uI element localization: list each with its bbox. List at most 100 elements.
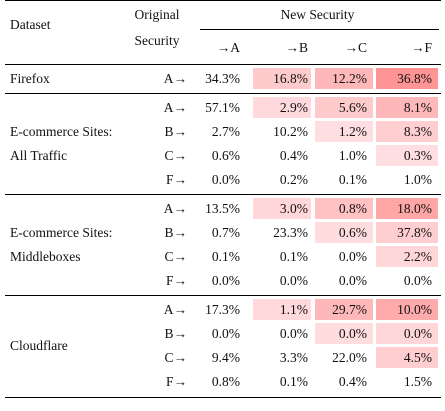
table-cell-value: 10.0% (397, 302, 432, 317)
table-cell-value: 12.2% (332, 71, 367, 86)
table-cell-value: 18.0% (397, 201, 432, 216)
table-cell-value: 34.3% (205, 71, 240, 86)
table-cell-value: 2.9% (279, 100, 308, 115)
table-cell-value: 3.0% (279, 201, 308, 216)
table-cell-value: 1.0% (403, 172, 432, 187)
table-cell-value: 4.5% (403, 350, 432, 365)
table-cell-value: 0.6% (338, 225, 367, 240)
table-cell-value: 0.1% (338, 172, 367, 187)
heat-cell-bg (376, 121, 438, 142)
original-security-label: B→ (164, 225, 187, 240)
group-rule (5, 64, 441, 65)
table-cell-value: 10.2% (273, 124, 308, 139)
original-security-label: B→ (164, 326, 187, 341)
table-cell-value: 8.1% (403, 100, 432, 115)
heat-cell-bg (315, 198, 373, 219)
group-rule (5, 295, 441, 296)
table-cell-value: 8.3% (403, 124, 432, 139)
table-cell-value: 37.8% (397, 225, 432, 240)
table-cell-value: 0.8% (211, 374, 240, 389)
table-cell-value: 0.1% (211, 249, 240, 264)
header-col-c: →C (344, 40, 367, 55)
original-security-label: F→ (165, 374, 187, 389)
table-cell-value: 1.5% (403, 374, 432, 389)
dataset-label: Cloudflare (10, 338, 68, 353)
header-original-line2: Security (134, 33, 180, 48)
top-rule (5, 0, 441, 1)
table-cell-value: 29.7% (332, 302, 367, 317)
heat-cell-bg (315, 68, 373, 89)
table-cell-value: 0.0% (338, 249, 367, 264)
bottom-rule (5, 397, 441, 398)
heat-cell-bg (253, 198, 311, 219)
original-security-label: F→ (165, 273, 187, 288)
table-cell-value: 0.7% (211, 225, 240, 240)
table-cell-value: 2.2% (403, 249, 432, 264)
header-new-security: New Security (280, 7, 355, 22)
original-security-label: A→ (163, 71, 187, 86)
table-cell-value: 0.0% (338, 326, 367, 341)
header-col-f: →F (410, 40, 432, 55)
table-cell-value: 0.4% (279, 148, 308, 163)
original-security-label: C→ (164, 350, 187, 365)
heat-cell-bg (376, 246, 438, 267)
table-cell-value: 0.8% (338, 201, 367, 216)
heat-cell-bg (376, 97, 438, 118)
table-cell-value: 0.0% (279, 326, 308, 341)
dataset-label: E-commerce Sites: (10, 124, 113, 139)
table-cell-value: 0.6% (211, 148, 240, 163)
table-cell-value: 0.0% (403, 326, 432, 341)
table-cell-value: 0.0% (211, 326, 240, 341)
table-cell-value: 0.2% (279, 172, 308, 187)
table-cell-value: 0.0% (338, 273, 367, 288)
dataset-label: Middleboxes (10, 249, 81, 264)
original-security-label: C→ (164, 249, 187, 264)
header-original-line1: Original (134, 7, 180, 22)
table-cell-value: 23.3% (273, 225, 308, 240)
table-cell-value: 1.0% (338, 148, 367, 163)
table-cell-value: 0.1% (279, 249, 308, 264)
dataset-label: Firefox (10, 71, 50, 86)
group-rule (5, 194, 441, 195)
heat-cell-bg (315, 97, 373, 118)
security-table: Dataset Original Security New Security →… (5, 0, 441, 411)
table-cell-value: 0.0% (211, 273, 240, 288)
new-security-rule (200, 29, 439, 30)
table-cell-value: 1.2% (338, 124, 367, 139)
table-cell-value: 0.0% (279, 273, 308, 288)
original-security-label: B→ (164, 124, 187, 139)
heat-cell-bg (376, 68, 438, 89)
table-cell-value: 3.3% (279, 350, 308, 365)
table-cell-value: 57.1% (205, 100, 240, 115)
table-cell-value: 0.4% (338, 374, 367, 389)
table-cell-value: 17.3% (205, 302, 240, 317)
table-cell-value: 5.6% (338, 100, 367, 115)
heat-cell-bg (315, 299, 373, 320)
heat-cell-bg (376, 299, 438, 320)
header-dataset: Dataset (10, 17, 51, 32)
table-cell-value: 2.7% (211, 124, 240, 139)
heat-cell-bg (253, 97, 311, 118)
original-security-label: A→ (163, 100, 187, 115)
heat-cell-bg (315, 323, 373, 344)
original-security-label: A→ (163, 201, 187, 216)
heat-cell-bg (315, 222, 373, 243)
original-security-label: F→ (165, 172, 187, 187)
table-cell-value: 16.8% (273, 71, 308, 86)
table-cell-value: 13.5% (205, 201, 240, 216)
heat-cell-bg (376, 323, 438, 344)
heat-cell-bg (376, 222, 438, 243)
header-col-a: →A (216, 40, 240, 55)
table-cell-value: 0.3% (403, 148, 432, 163)
table-cell-value: 9.4% (211, 350, 240, 365)
dataset-label: E-commerce Sites: (10, 225, 113, 240)
heat-cell-bg (376, 145, 438, 166)
original-security-label: A→ (163, 302, 187, 317)
heat-cell-bg (315, 121, 373, 142)
header-col-b: →B (285, 40, 308, 55)
heat-cell-bg (376, 347, 438, 368)
table-cell-value: 0.0% (403, 273, 432, 288)
heat-cell-bg (376, 198, 438, 219)
dataset-label: All Traffic (10, 148, 68, 163)
table-cell-value: 1.1% (279, 302, 308, 317)
